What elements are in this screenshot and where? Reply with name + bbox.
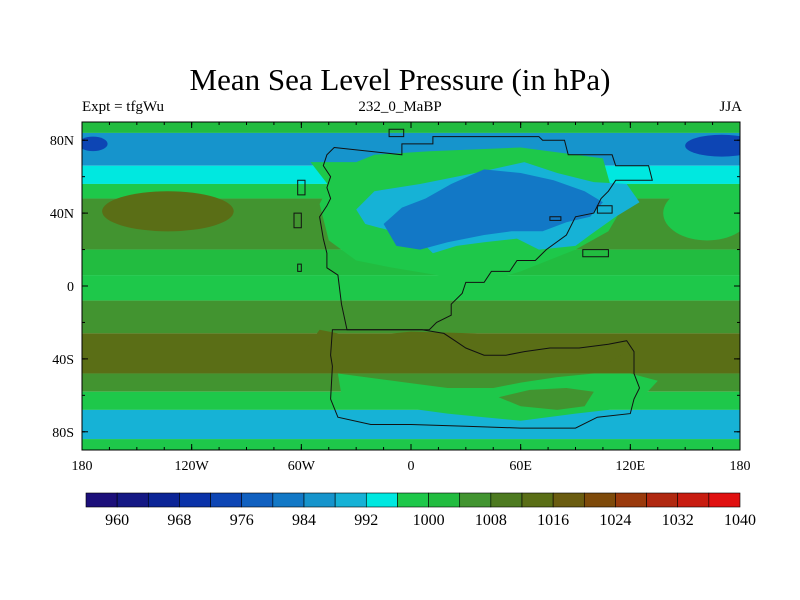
y-tick-label-3: 40S bbox=[52, 353, 74, 368]
x-axis: 180 120W 60W 0 60E 120E 180 bbox=[72, 122, 751, 474]
x-tick-label-6: 180 bbox=[730, 459, 751, 474]
pressure-band-7 bbox=[82, 300, 740, 334]
pressure-cell-2 bbox=[82, 136, 108, 152]
colorbar-label-1040: 1040 bbox=[724, 512, 756, 529]
coastline-island-4 bbox=[582, 249, 609, 258]
pressure-region-7 bbox=[301, 329, 631, 370]
colorbar-label-976: 976 bbox=[230, 512, 254, 529]
coastline-island-1 bbox=[293, 212, 302, 229]
pressure-region-9 bbox=[498, 388, 594, 410]
colorbar-label-1000: 1000 bbox=[413, 512, 445, 529]
experiment-label: Expt = tfgWu bbox=[82, 99, 165, 115]
colorbar-swatch-1036 bbox=[677, 492, 710, 508]
colorbar-label-1032: 1032 bbox=[662, 512, 694, 529]
coastline-island-6 bbox=[549, 216, 562, 221]
x-tick-label-2: 60W bbox=[288, 459, 316, 474]
x-tick-label-4: 60E bbox=[509, 459, 532, 474]
colorbar-swatch-1008 bbox=[459, 492, 492, 508]
colorbar-swatch-1012 bbox=[490, 492, 523, 508]
colorbar-swatch-1004 bbox=[428, 492, 461, 508]
y-tick-label-0: 80N bbox=[50, 134, 74, 149]
coastline-island-0 bbox=[297, 179, 306, 196]
pressure-field bbox=[82, 122, 740, 450]
colorbar-swatch-988 bbox=[303, 492, 336, 508]
coastline-island-3 bbox=[388, 128, 405, 138]
colorbar-swatch-996 bbox=[365, 492, 398, 508]
colorbar-swatch-1040 bbox=[708, 492, 741, 508]
coastline-laurasia bbox=[319, 136, 653, 331]
y-tick-label-2: 0 bbox=[67, 280, 74, 295]
x-tick-label-0: 180 bbox=[72, 459, 93, 474]
pressure-cell-0 bbox=[102, 191, 234, 232]
season-label: JJA bbox=[719, 99, 742, 115]
chart-title: Mean Sea Level Pressure (in hPa) bbox=[189, 62, 611, 97]
colorbar-swatch-964 bbox=[116, 492, 149, 508]
x-tick-label-5: 120E bbox=[616, 459, 646, 474]
colorbar-swatch-984 bbox=[272, 492, 305, 508]
y-axis: 80N 40N 0 40S 80S bbox=[50, 134, 740, 441]
x-tick-label-3: 0 bbox=[408, 459, 415, 474]
coastline-gondwana bbox=[330, 329, 641, 429]
coastline-island-2 bbox=[297, 263, 302, 272]
colorbar-label-1024: 1024 bbox=[599, 512, 631, 529]
colorbar-swatch-1032 bbox=[646, 492, 679, 508]
colorbar-swatch-960 bbox=[85, 492, 118, 508]
center-subtitle: 232_0_MaBP bbox=[358, 99, 442, 115]
colorbar-swatch-1028 bbox=[615, 492, 647, 508]
colorbar-swatch-1016 bbox=[521, 492, 554, 508]
colorbar-swatch-992 bbox=[334, 492, 367, 508]
pressure-band-6 bbox=[82, 275, 740, 301]
colorbar-swatch-1000 bbox=[397, 492, 429, 508]
colorbar-label-960: 960 bbox=[105, 512, 129, 529]
colorbar-legend: 960 968 976 984 992 1000 1008 1016 1024 1032 1040 bbox=[85, 492, 756, 529]
pressure-cell-3 bbox=[685, 134, 740, 157]
colorbar-swatch-968 bbox=[147, 492, 180, 508]
pressure-cell-1 bbox=[663, 185, 740, 241]
pressure-region-6 bbox=[383, 169, 603, 250]
colorbar-swatch-1020 bbox=[552, 492, 585, 508]
coastline-layer bbox=[293, 128, 653, 429]
colorbar-swatch-980 bbox=[241, 492, 274, 508]
colorbar-label-968: 968 bbox=[167, 512, 191, 529]
colorbar-label-1008: 1008 bbox=[475, 512, 507, 529]
colorbar-swatch-976 bbox=[210, 492, 243, 508]
pressure-region-8 bbox=[337, 373, 658, 421]
colorbar-label-992: 992 bbox=[354, 512, 378, 529]
x-tick-label-1: 120W bbox=[175, 459, 210, 474]
y-tick-label-1: 40N bbox=[50, 207, 74, 222]
colorbar-swatch-1024 bbox=[583, 492, 616, 508]
colorbar-label-984: 984 bbox=[292, 512, 316, 529]
colorbar-label-1016: 1016 bbox=[537, 512, 569, 529]
colorbar-swatch-972 bbox=[179, 492, 211, 508]
y-tick-label-4: 80S bbox=[52, 426, 74, 441]
coastline-island-5 bbox=[596, 205, 613, 214]
